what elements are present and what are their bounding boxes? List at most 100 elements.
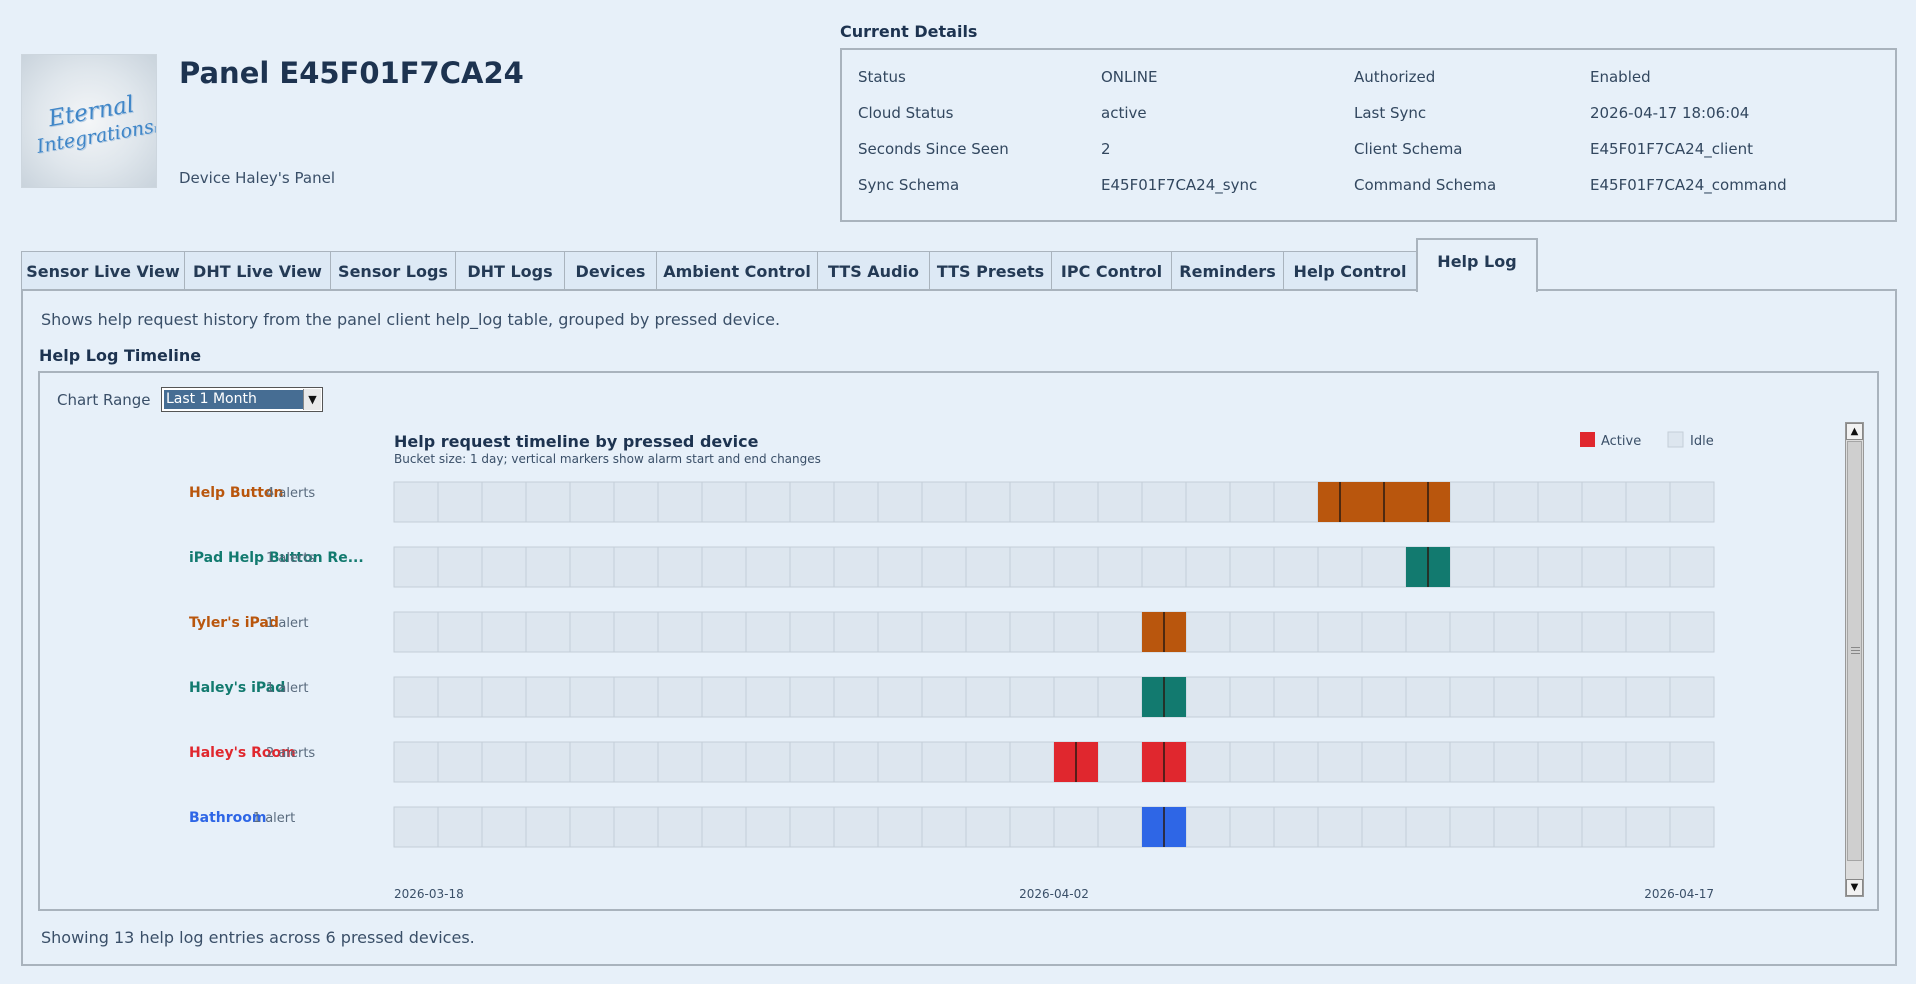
timeline-cell: [1097, 611, 1143, 653]
timeline-cell: [1669, 611, 1715, 653]
timeline-cell: [877, 611, 923, 653]
tab-tts-presets[interactable]: TTS Presets: [929, 251, 1052, 291]
scrollbar-thumb[interactable]: [1847, 441, 1862, 861]
timeline-cell: [701, 806, 747, 848]
timeline-cell: [965, 611, 1011, 653]
timeline-cell: [1185, 546, 1231, 588]
timeline-cell: [833, 806, 879, 848]
timeline-cell: [1009, 546, 1055, 588]
timeline-cell: [1493, 806, 1539, 848]
current-details-panel: [840, 48, 1897, 222]
timeline-cell: [965, 481, 1011, 523]
chevron-down-icon[interactable]: ▼: [303, 389, 321, 410]
tab-tts-audio[interactable]: TTS Audio: [817, 251, 930, 291]
scroll-up-arrow-icon[interactable]: ▲: [1846, 423, 1863, 440]
timeline-cell: [701, 676, 747, 718]
x-tick-label: 2026-04-02: [1019, 887, 1089, 900]
timeline-cell: [1097, 676, 1143, 718]
timeline-cell: [1361, 741, 1407, 783]
detail-value: ONLINE: [1101, 68, 1158, 86]
timeline-cell: [833, 546, 879, 588]
timeline-cell: [789, 481, 835, 523]
tab-bar: Sensor Live View DHT Live View Sensor Logs…: [21, 238, 1901, 292]
tab-help-log[interactable]: Help Log: [1416, 238, 1538, 292]
timeline-cell: [1449, 741, 1495, 783]
detail-value: E45F01F7CA24_client: [1590, 140, 1753, 158]
chart-scrollbar[interactable]: ▲ ▼: [1845, 422, 1864, 897]
timeline-cell: [1669, 546, 1715, 588]
timeline-cell: [1449, 806, 1495, 848]
timeline-cell: [569, 676, 615, 718]
timeline-cell: [1273, 481, 1319, 523]
timeline-cell: [701, 741, 747, 783]
timeline-cell: [437, 611, 483, 653]
tab-reminders[interactable]: Reminders: [1171, 251, 1284, 291]
timeline-cell: [613, 806, 659, 848]
timeline-cell: [481, 676, 527, 718]
help-log-summary: Showing 13 help log entries across 6 pre…: [41, 928, 475, 947]
timeline-cell: [1317, 676, 1363, 718]
timeline-cell: [921, 741, 967, 783]
detail-label: Last Sync: [1354, 104, 1427, 122]
timeline-cell: [1581, 481, 1627, 523]
timeline-cell: [1581, 676, 1627, 718]
timeline-cell: [921, 481, 967, 523]
timeline-cell: [1449, 676, 1495, 718]
timeline-cell: [745, 611, 791, 653]
timeline-cell: [1185, 676, 1231, 718]
tab-dht-logs[interactable]: DHT Logs: [455, 251, 565, 291]
help-timeline-chart: Help request timeline by pressed deviceB…: [189, 431, 1715, 900]
timeline-cell: [1229, 546, 1275, 588]
timeline-cell: [1053, 611, 1099, 653]
help-log-description: Shows help request history from the pane…: [41, 310, 781, 329]
detail-value: E45F01F7CA24_command: [1590, 176, 1787, 194]
timeline-cell: [1053, 806, 1099, 848]
series-name: iPad Help Button Re...: [189, 550, 364, 566]
timeline-cell: [1185, 806, 1231, 848]
timeline-cell: [1669, 806, 1715, 848]
timeline-cell: [701, 611, 747, 653]
timeline-cell: [393, 546, 439, 588]
tab-help-control[interactable]: Help Control: [1283, 251, 1417, 291]
chart-title: Help request timeline by pressed device: [394, 432, 759, 451]
tab-ipc-control[interactable]: IPC Control: [1051, 251, 1172, 291]
timeline-cell: [965, 741, 1011, 783]
timeline-cell: [1009, 741, 1055, 783]
timeline-cell: [1537, 611, 1583, 653]
chart-range-select[interactable]: Last 1 Month ▼: [161, 387, 323, 412]
timeline-cell: [613, 741, 659, 783]
timeline-cell: [833, 741, 879, 783]
detail-label: Sync Schema: [858, 176, 960, 194]
tab-sensor-live-view[interactable]: Sensor Live View: [21, 251, 185, 291]
timeline-cell: [745, 676, 791, 718]
timeline-cell: [525, 481, 571, 523]
timeline-cell: [437, 676, 483, 718]
timeline-cell: [877, 546, 923, 588]
scroll-down-arrow-icon[interactable]: ▼: [1846, 879, 1863, 896]
tab-devices[interactable]: Devices: [564, 251, 657, 291]
tab-sensor-logs[interactable]: Sensor Logs: [330, 251, 456, 291]
timeline-cell: [701, 481, 747, 523]
timeline-cell: [1361, 806, 1407, 848]
timeline-cell: [569, 806, 615, 848]
timeline-cell: [481, 806, 527, 848]
timeline-cell: [481, 741, 527, 783]
help-log-timeline-title: Help Log Timeline: [39, 346, 202, 365]
timeline-cell: [1493, 611, 1539, 653]
tab-ambient-control[interactable]: Ambient Control: [656, 251, 818, 291]
chart-range-label: Chart Range: [57, 391, 151, 409]
timeline-cell: [1229, 676, 1275, 718]
detail-label: Status: [858, 68, 906, 86]
timeline-cell: [1537, 741, 1583, 783]
timeline-cell: [1273, 611, 1319, 653]
timeline-cell: [965, 806, 1011, 848]
timeline-cell: [1669, 481, 1715, 523]
series-alert-count: 1 alert: [253, 811, 295, 826]
timeline-cell: [1097, 546, 1143, 588]
timeline-cell: [569, 481, 615, 523]
detail-label: Authorized: [1354, 68, 1436, 86]
timeline-cell: [1581, 806, 1627, 848]
tab-dht-live-view[interactable]: DHT Live View: [184, 251, 331, 291]
timeline-cell: [965, 546, 1011, 588]
timeline-cell: [1009, 611, 1055, 653]
